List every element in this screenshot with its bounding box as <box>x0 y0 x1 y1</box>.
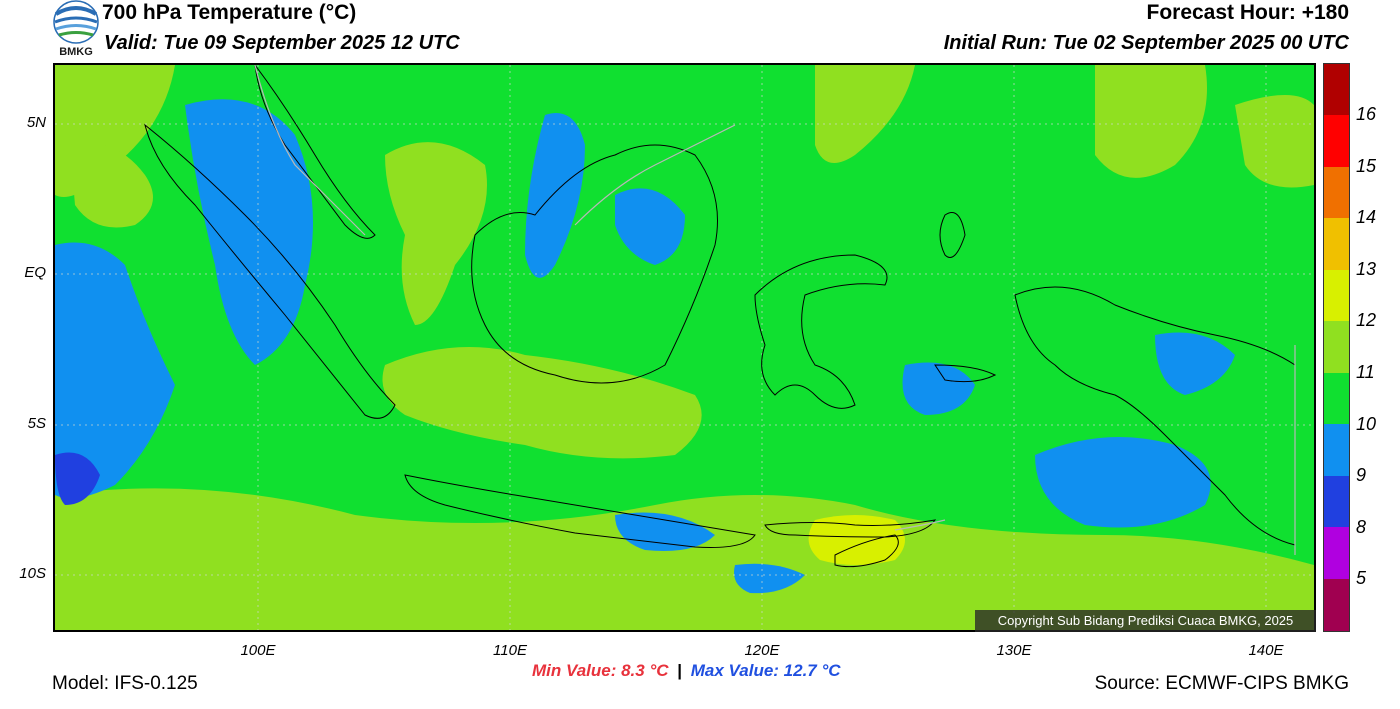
min-max-values: Min Value: 8.3 °C | Max Value: 12.7 °C <box>532 661 841 681</box>
colorbar-segment-15 <box>1324 167 1349 218</box>
colorbar-segment-8 <box>1324 527 1349 579</box>
colorbar-segment-10 <box>1324 424 1349 476</box>
forecast-hour: Forecast Hour: +180 <box>1146 1 1350 24</box>
lon-label-110e: 110E <box>493 642 527 659</box>
source-label: Source: ECMWF-CIPS BMKG <box>1094 673 1349 694</box>
lat-label-5n: 5N <box>26 114 46 131</box>
colorbar-label-15: 15 <box>1356 156 1377 176</box>
min-value: Min Value: 8.3 °C <box>532 661 669 680</box>
colorbar-segment-11 <box>1324 373 1349 424</box>
map-title: 700 hPa Temperature (°C) <box>102 1 357 24</box>
lat-label-eq: EQ <box>24 264 46 281</box>
colorbar-segment-9 <box>1324 476 1349 527</box>
lon-label-120e: 120E <box>744 642 780 659</box>
initial-run: Initial Run: Tue 02 September 2025 00 UT… <box>943 32 1349 54</box>
warm-band-south <box>55 488 1314 630</box>
cool-patch-arafura <box>1035 437 1211 528</box>
bmkg-logo-text: BMKG <box>59 46 93 58</box>
temperature-map <box>53 63 1316 632</box>
colorbar-label-16: 16 <box>1356 104 1377 124</box>
max-temp-patch <box>808 515 905 565</box>
lon-label-100e: 100E <box>240 642 276 659</box>
colorbar-segment-12 <box>1324 321 1349 373</box>
max-value: Max Value: 12.7 °C <box>690 661 841 680</box>
lat-label-10s: 10S <box>19 565 46 582</box>
colorbar-segment-16 <box>1324 115 1349 167</box>
lon-label-130e: 130E <box>996 642 1032 659</box>
colorbar-segment-gt16 <box>1324 64 1349 115</box>
min-max-separator: | <box>677 661 683 680</box>
lat-label-5s: 5S <box>27 415 46 432</box>
cool-patch-west <box>55 242 175 499</box>
valid-time: Valid: Tue 09 September 2025 12 UTC <box>104 32 460 54</box>
lon-label-140e: 140E <box>1248 642 1284 659</box>
colorbar-label-11: 11 <box>1356 362 1375 382</box>
colorbar-label-10: 10 <box>1356 414 1377 434</box>
colorbar <box>1323 63 1350 632</box>
colorbar-label-14: 14 <box>1356 207 1377 227</box>
model-label: Model: IFS-0.125 <box>52 673 198 694</box>
copyright-notice: Copyright Sub Bidang Prediksi Cuaca BMKG… <box>975 610 1316 632</box>
colorbar-label-13: 13 <box>1356 259 1377 279</box>
bmkg-logo <box>52 0 100 62</box>
colorbar-label-12: 12 <box>1356 310 1377 330</box>
colorbar-label-9: 9 <box>1356 465 1367 485</box>
colorbar-segment-14 <box>1324 218 1349 270</box>
colorbar-label-5: 5 <box>1356 568 1367 588</box>
colorbar-label-8: 8 <box>1356 517 1367 537</box>
colorbar-segment-13 <box>1324 270 1349 321</box>
colorbar-segment-5 <box>1324 579 1349 631</box>
